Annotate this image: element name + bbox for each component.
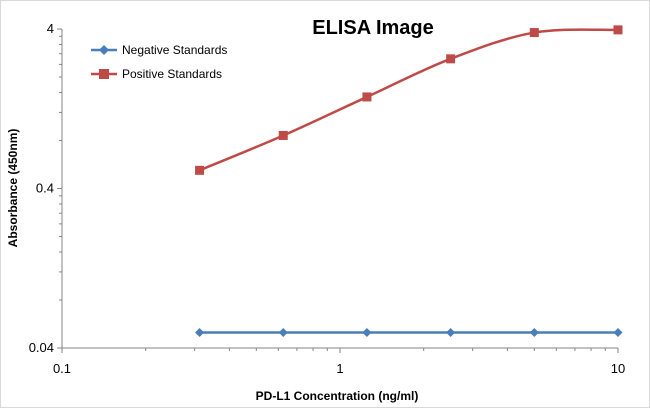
y-tick-label: 0.04 — [29, 340, 54, 355]
tick-marks — [57, 28, 619, 353]
data-point-negative — [446, 328, 456, 338]
x-tick-label: 0.1 — [53, 361, 71, 376]
series — [195, 25, 623, 338]
data-point-negative — [195, 328, 205, 338]
data-point-positive — [613, 25, 623, 35]
y-tick-label: 4 — [47, 21, 54, 36]
data-point-positive — [195, 165, 205, 175]
legend-label-negative: Negative Standards — [122, 43, 227, 57]
y-axis-title: Absorbance (450nm) — [6, 129, 20, 248]
x-tick-label: 10 — [611, 361, 625, 376]
legend-item-positive: Positive Standards — [91, 67, 222, 81]
chart-title: ELISA Image — [312, 17, 434, 39]
data-point-positive — [278, 130, 288, 140]
series-negative — [195, 328, 623, 338]
y-tick-label: 0.4 — [36, 181, 54, 196]
legend-item-negative: Negative Standards — [91, 43, 227, 57]
legend-marker-diamond — [99, 45, 109, 55]
data-point-negative — [613, 328, 623, 338]
data-point-negative — [529, 328, 539, 338]
series-line-positive — [199, 28, 619, 172]
data-point-positive — [529, 28, 539, 38]
legend-marker-square — [99, 69, 109, 79]
data-point-positive — [446, 54, 456, 64]
legend: Negative Standards Positive Standards — [91, 43, 227, 81]
x-axis-title: PD-L1 Concentration (ng/ml) — [256, 389, 419, 403]
data-point-positive — [362, 92, 372, 102]
data-point-negative — [362, 328, 372, 338]
x-tick-label: 1 — [336, 361, 343, 376]
legend-label-positive: Positive Standards — [122, 67, 222, 81]
series-positive — [195, 25, 623, 175]
tick-labels: 0.04 0.4 4 0.1 1 10 — [29, 21, 626, 376]
data-point-negative — [278, 328, 288, 338]
